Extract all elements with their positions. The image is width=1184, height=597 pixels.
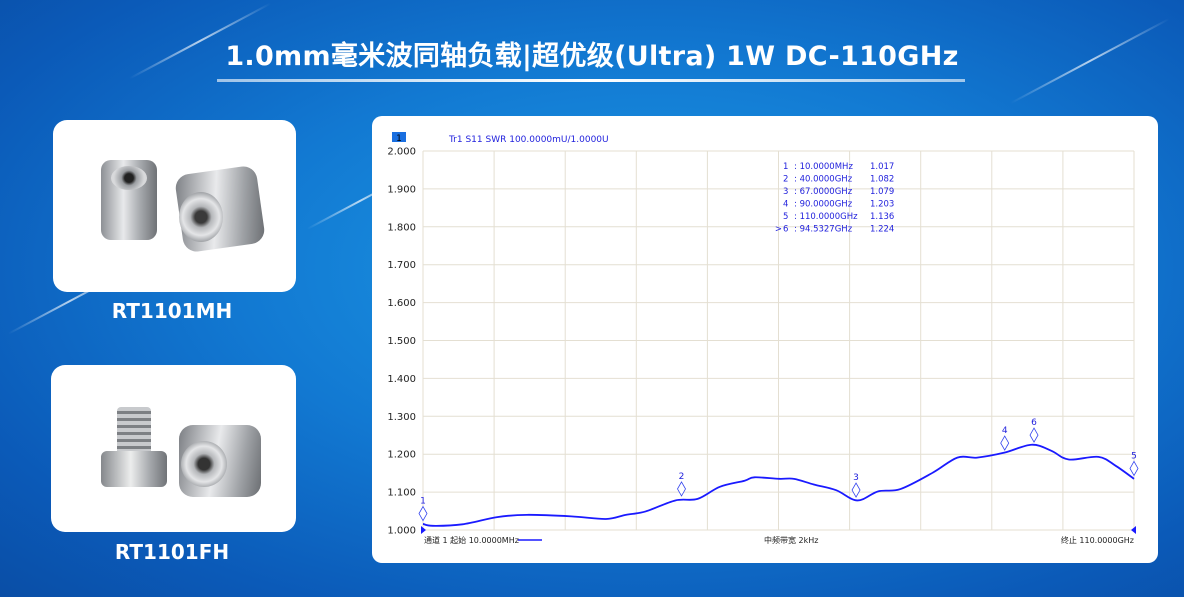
swr-chart-panel: 1 Tr1 S11 SWR 100.0000mU/1.0000U 2.000 1.… (372, 116, 1158, 563)
marker-table-freq: : 40.0000GHz (794, 175, 853, 185)
marker-2-diamond-icon (677, 481, 686, 497)
product-image-rt1101fh (51, 365, 296, 532)
start-arrow-icon (421, 526, 426, 534)
y-tick-label: 1.700 (387, 260, 416, 271)
swr-trace-line (422, 443, 1135, 527)
title-underline (217, 79, 965, 82)
marker-table-value: 1.079 (870, 187, 894, 197)
marker-4-label: 4 (1002, 426, 1008, 436)
marker-table-freq: : 10.0000MHz (794, 162, 853, 172)
marker-table-value: 1.203 (870, 200, 894, 210)
marker-table-freq: : 94.5327GHz (794, 225, 853, 235)
marker-1-label: 1 (420, 497, 426, 507)
marker-2-label: 2 (679, 472, 685, 482)
marker-6-diamond-icon (1029, 427, 1039, 443)
marker-4-diamond-icon (1000, 435, 1010, 451)
y-tick-label: 1.200 (387, 450, 416, 461)
marker-table-id: 3 (783, 187, 788, 197)
marker-table-id: 1 (783, 162, 788, 172)
y-tick-label: 1.900 (387, 184, 416, 195)
marker-table-freq: : 67.0000GHz (794, 187, 853, 197)
product-name: RT1101FH (114, 540, 230, 564)
channel-badge (392, 132, 406, 142)
y-tick-label: 1.000 (387, 526, 416, 537)
y-tick-label: 1.600 (387, 298, 416, 309)
swr-chart: 1 Tr1 S11 SWR 100.0000mU/1.0000U 2.000 1.… (387, 132, 1139, 545)
product-image-rt1101mh (53, 120, 296, 292)
footer-start: 通道 1 起始 10.0000MHz (424, 535, 519, 545)
channel-badge-label: 1 (396, 134, 402, 144)
y-tick-label: 1.300 (387, 412, 416, 423)
marker-3-diamond-icon (851, 482, 861, 498)
stop-arrow-icon (1131, 526, 1136, 534)
footer-stop: 终止 110.0000GHz (1061, 535, 1134, 545)
footer-bandwidth: 中频带宽 2kHz (764, 535, 818, 545)
marker-5-label: 5 (1131, 451, 1137, 461)
marker-table-freq: : 90.0000GHz (794, 200, 853, 210)
marker-table-value: 1.082 (870, 175, 894, 185)
trace-title: Tr1 S11 SWR 100.0000mU/1.0000U (448, 135, 609, 145)
y-tick-label: 1.500 (387, 336, 416, 347)
product-name: RT1101MH (111, 299, 233, 323)
y-tick-label: 1.100 (387, 488, 416, 499)
marker-table-prefix: > (775, 225, 782, 235)
marker-3-label: 3 (853, 473, 859, 483)
y-tick-label: 1.400 (387, 374, 416, 385)
marker-5-diamond-icon (1129, 460, 1139, 477)
marker-table-freq: : 110.0000GHz (794, 212, 858, 222)
marker-table-value: 1.224 (870, 225, 894, 235)
marker-table-value: 1.017 (870, 162, 894, 172)
marker-table-id: 4 (783, 200, 788, 210)
marker-table-id: 6 (783, 225, 788, 235)
marker-table-value: 1.136 (870, 212, 894, 222)
y-tick-label: 2.000 (387, 147, 416, 158)
marker-table-id: 2 (783, 175, 788, 185)
marker-table-id: 5 (783, 212, 788, 222)
marker-1-diamond-icon (418, 505, 428, 522)
marker-6-label: 6 (1031, 418, 1037, 428)
y-tick-label: 1.800 (387, 222, 416, 233)
page-title: 1.0mm毫米波同轴负载|超优级(Ultra) 1W DC-110GHz (225, 41, 959, 72)
